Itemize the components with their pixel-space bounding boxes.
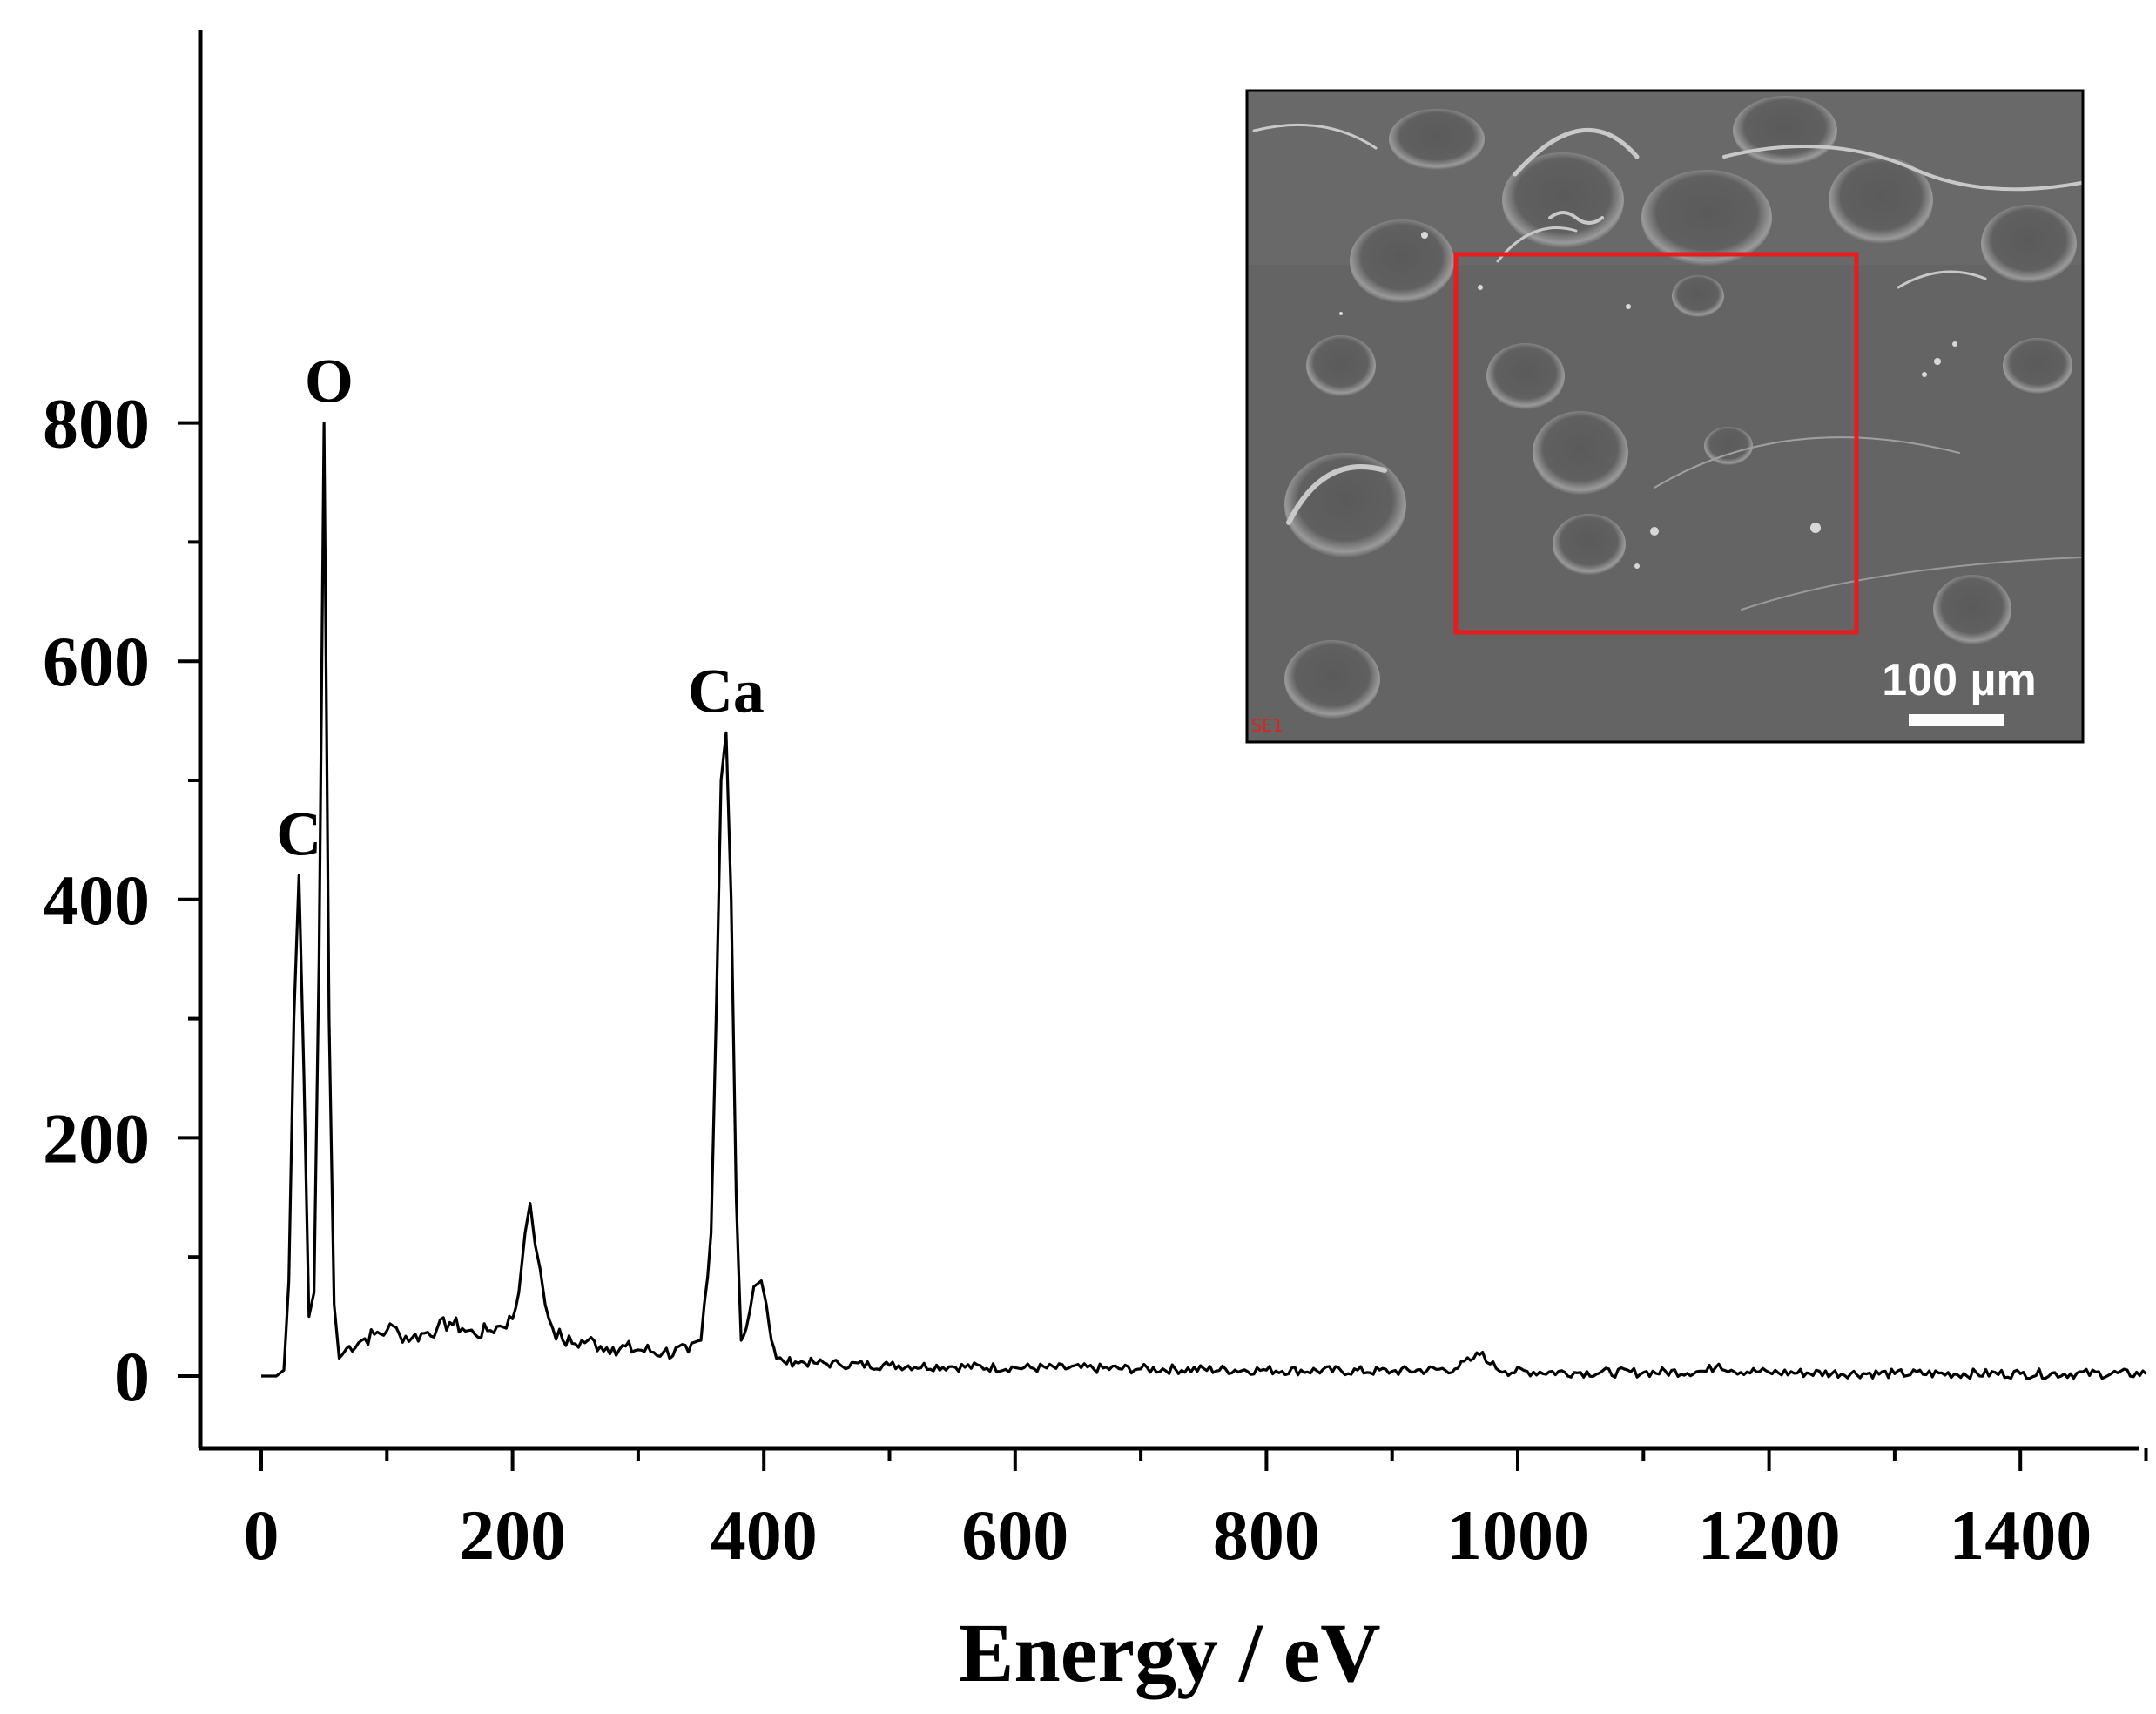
sem-detector-tag: SE1 <box>1251 715 1283 736</box>
y-tick-label: 200 <box>43 1098 150 1178</box>
y-tick-label: 0 <box>114 1337 150 1416</box>
x-tick-label: 200 <box>459 1495 566 1575</box>
scale-bar-label: 100 µm <box>1882 655 2036 705</box>
sem-surface-debris <box>1339 232 1957 569</box>
x-tick-label: 1200 <box>1698 1495 1841 1575</box>
y-tick-label: 600 <box>43 622 150 701</box>
y-tick-label: 400 <box>43 860 150 940</box>
peak-label-o: O <box>305 347 354 416</box>
x-tick-label: 600 <box>961 1495 1068 1575</box>
peak-labels: C O Ca <box>276 347 765 869</box>
y-axis-ticks: 0 200 400 600 800 <box>43 384 200 1416</box>
x-tick-label: 0 <box>244 1495 280 1575</box>
y-tick-label: 800 <box>43 384 150 463</box>
peak-label-c: C <box>276 799 321 868</box>
x-tick-label: 800 <box>1213 1495 1320 1575</box>
x-tick-label: 400 <box>711 1495 818 1575</box>
sem-surface-ridges <box>1252 123 2083 611</box>
x-tick-label: 1000 <box>1446 1495 1589 1575</box>
spectrum-line <box>261 422 2147 1380</box>
x-axis-ticks: 0 200 400 600 800 1000 1200 1400 <box>244 1448 2148 1575</box>
x-tick-label: 1400 <box>1949 1495 2092 1575</box>
sem-inset-border <box>1245 89 2085 744</box>
x-axis-title: Energy / eV <box>958 1606 1380 1699</box>
sem-micrograph-inset: 100 µm SE1 <box>1245 89 2085 744</box>
peak-label-ca: Ca <box>688 656 765 725</box>
scale-bar <box>1909 714 2004 726</box>
analysis-region-highlight <box>1453 252 1859 635</box>
